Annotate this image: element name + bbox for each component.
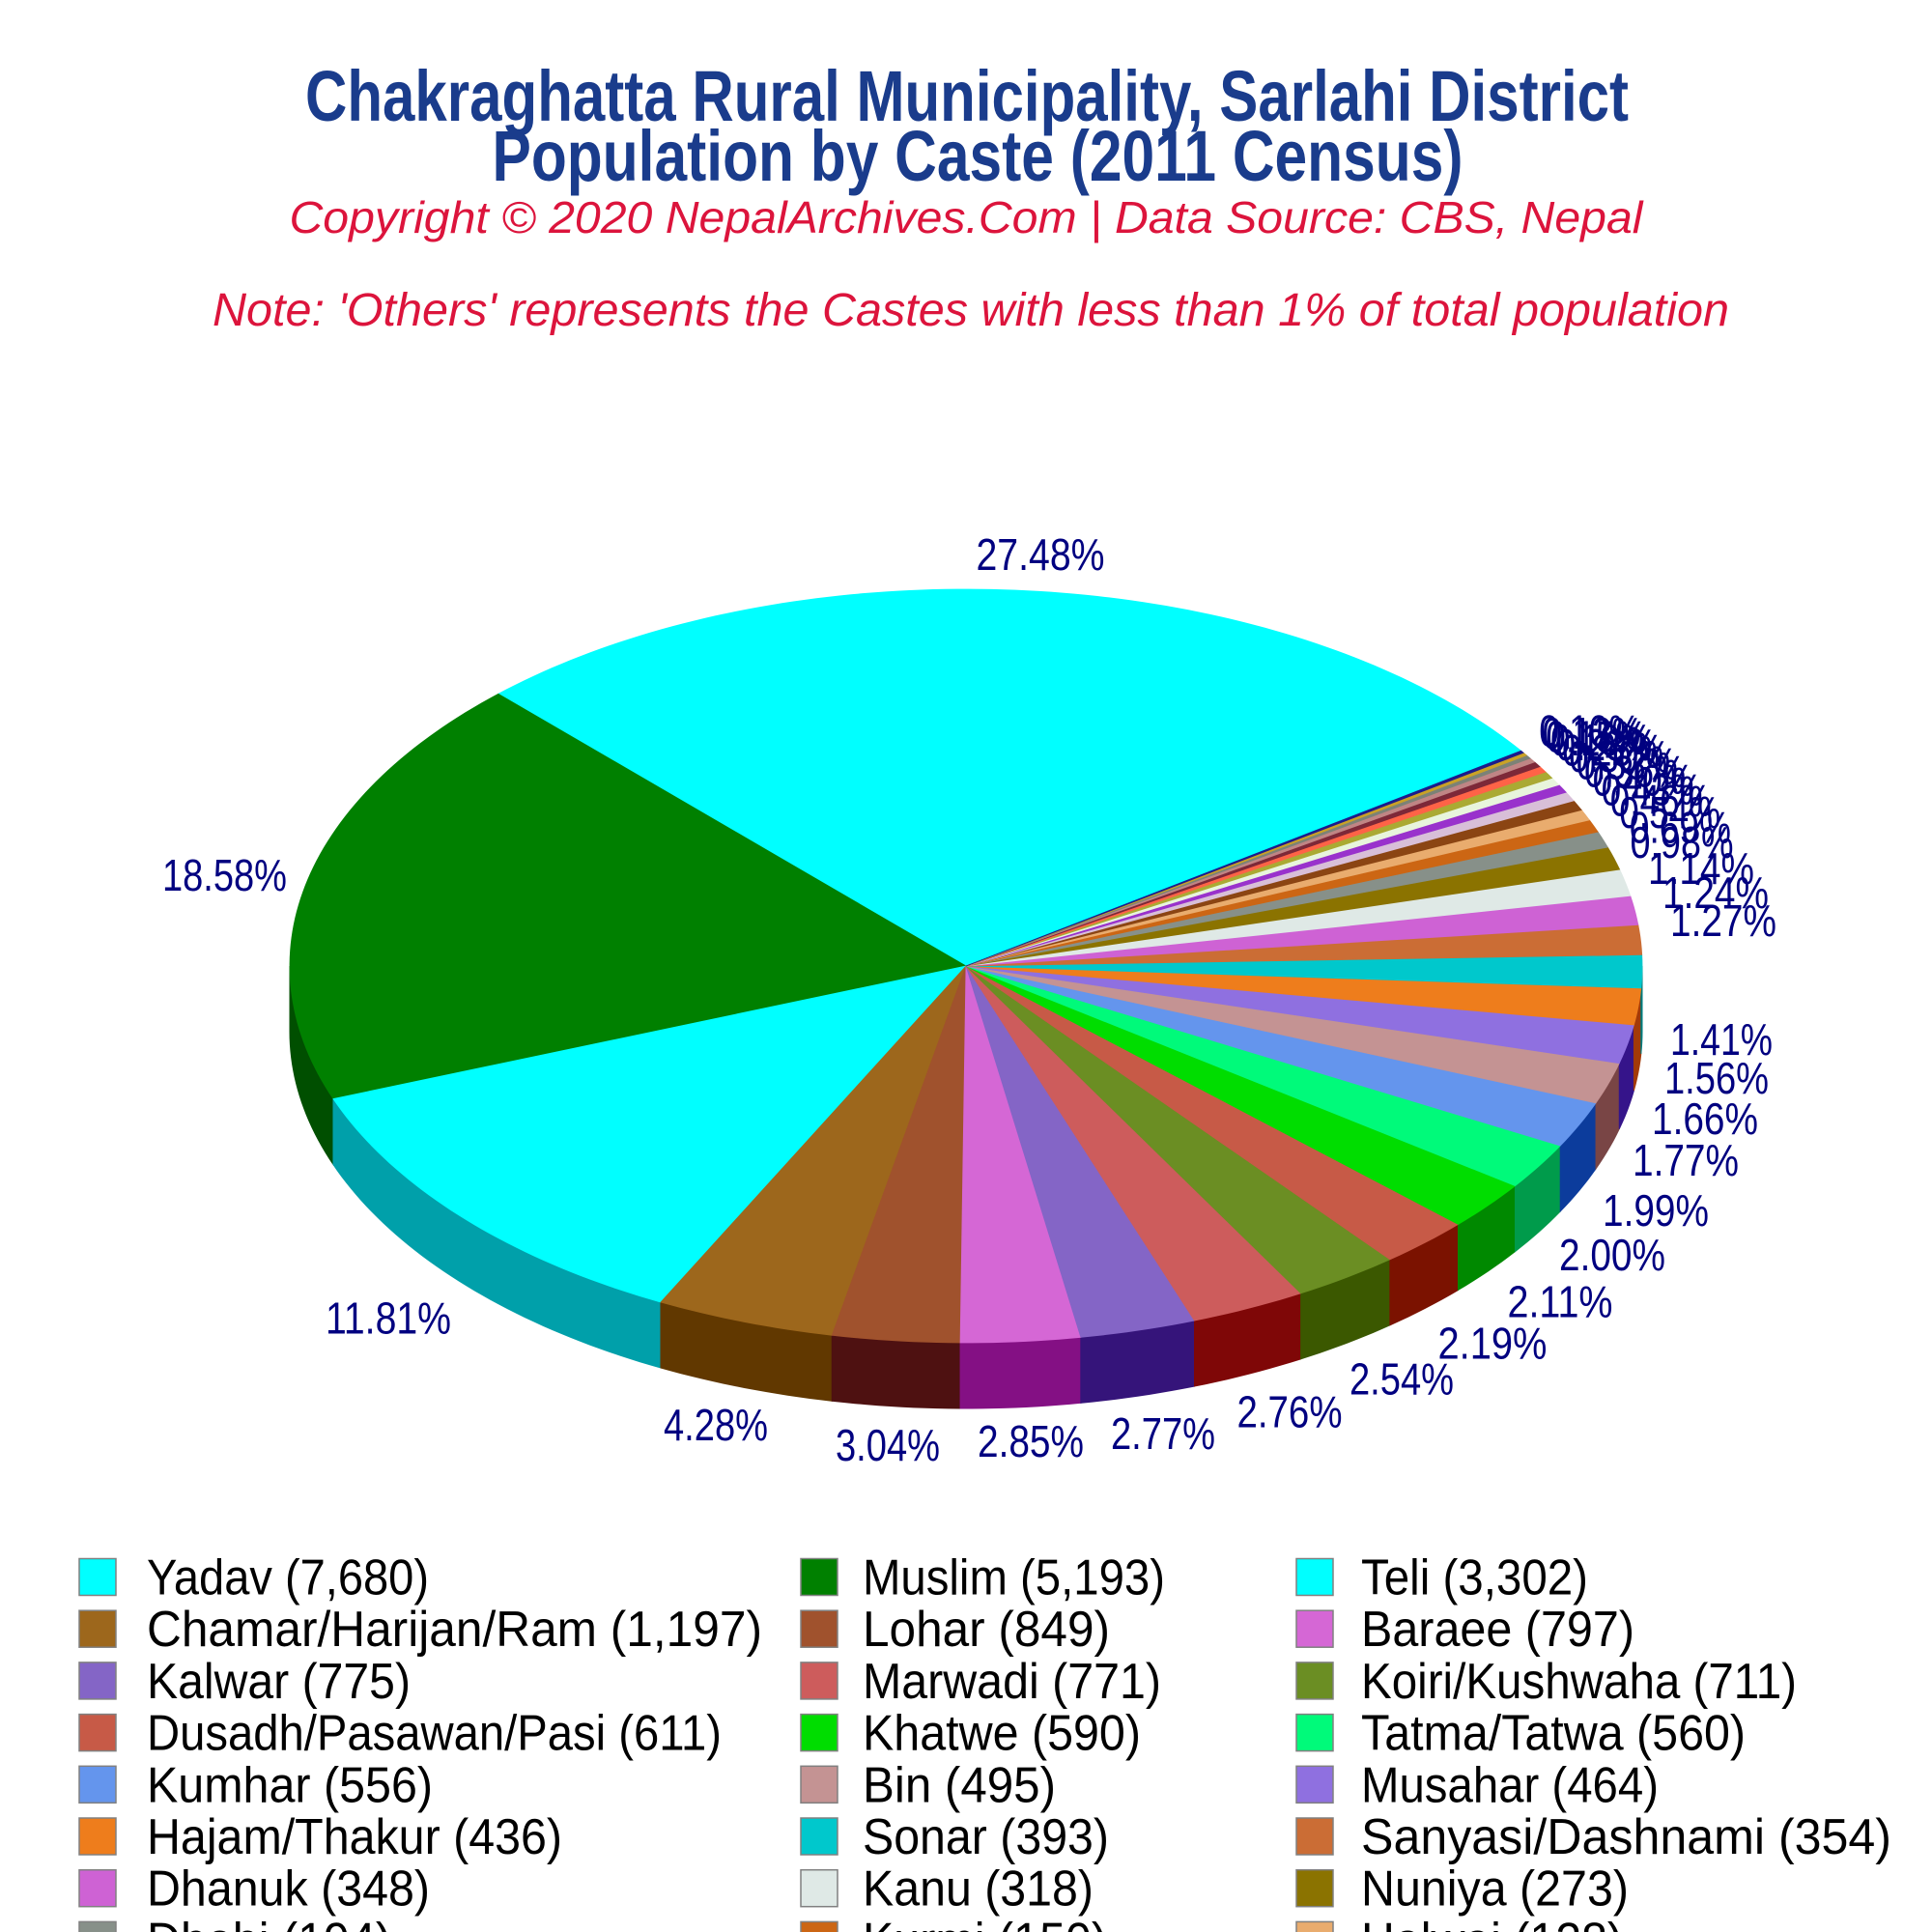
svg-text:Baraee (797): Baraee (797) [1361, 1602, 1634, 1658]
svg-text:2.00%: 2.00% [1559, 1230, 1665, 1280]
svg-text:Chakraghatta Rural Municipalit: Chakraghatta Rural Municipality, Sarlahi… [305, 56, 1629, 136]
svg-text:4.28%: 4.28% [664, 1400, 768, 1450]
svg-text:Marwadi (771): Marwadi (771) [863, 1654, 1161, 1710]
svg-text:Musahar (464): Musahar (464) [1361, 1757, 1659, 1813]
svg-text:1.27%: 1.27% [1670, 895, 1776, 946]
svg-text:Sonar (393): Sonar (393) [863, 1809, 1109, 1865]
svg-text:0.23%: 0.23% [1556, 720, 1658, 770]
svg-text:0.43%: 0.43% [1602, 765, 1703, 815]
svg-text:1.14%: 1.14% [1648, 843, 1754, 894]
svg-text:1.24%: 1.24% [1662, 867, 1769, 918]
svg-text:Teli (3,302): Teli (3,302) [1361, 1550, 1588, 1606]
svg-text:2.11%: 2.11% [1508, 1276, 1613, 1326]
svg-text:Koiri/Kushwaha (711): Koiri/Kushwaha (711) [1361, 1654, 1797, 1710]
svg-text:0.69%: 0.69% [1630, 802, 1731, 852]
svg-text:1.99%: 1.99% [1603, 1185, 1709, 1236]
svg-text:Hajam/Thakur (436): Hajam/Thakur (436) [147, 1809, 562, 1865]
svg-text:Kalwar (775): Kalwar (775) [147, 1654, 411, 1710]
svg-text:0.46%: 0.46% [1610, 775, 1712, 825]
svg-text:Note: 'Others' represents the: Note: 'Others' represents the Castes wit… [213, 285, 1729, 336]
svg-text:0.36%: 0.36% [1584, 746, 1686, 796]
svg-text:0.40%: 0.40% [1593, 755, 1694, 806]
svg-text:2.54%: 2.54% [1350, 1353, 1454, 1404]
svg-text:0.26%: 0.26% [1562, 725, 1663, 776]
svg-text:2.76%: 2.76% [1237, 1387, 1343, 1437]
svg-text:11.81%: 11.81% [326, 1293, 451, 1344]
svg-text:2.85%: 2.85% [978, 1416, 1084, 1466]
svg-text:0.19%: 0.19% [1550, 715, 1652, 765]
svg-text:Copyright © 2020 NepalArchives: Copyright © 2020 NepalArchives.Com | Dat… [290, 192, 1645, 242]
svg-text:Population by Caste (2011 Cens: Population by Caste (2011 Census) [493, 116, 1463, 196]
svg-text:Dhobi (194): Dhobi (194) [147, 1913, 391, 1932]
svg-text:1.41%: 1.41% [1670, 1014, 1773, 1065]
svg-text:0.15%: 0.15% [1546, 711, 1647, 761]
svg-text:3.04%: 3.04% [836, 1420, 940, 1470]
svg-text:0.30%: 0.30% [1569, 731, 1670, 781]
svg-text:18.58%: 18.58% [162, 850, 287, 900]
svg-text:1.56%: 1.56% [1664, 1053, 1769, 1103]
svg-text:0.13%: 0.13% [1543, 708, 1644, 758]
svg-text:Kurmi (150): Kurmi (150) [863, 1913, 1107, 1932]
svg-text:27.48%: 27.48% [977, 529, 1105, 580]
svg-text:2.77%: 2.77% [1111, 1408, 1215, 1459]
svg-text:Muslim (5,193): Muslim (5,193) [863, 1550, 1165, 1606]
svg-text:0.98%: 0.98% [1631, 817, 1734, 867]
svg-text:1.77%: 1.77% [1633, 1135, 1739, 1185]
svg-text:Nuniya (273): Nuniya (273) [1361, 1861, 1629, 1918]
svg-text:1.66%: 1.66% [1652, 1094, 1758, 1144]
svg-text:Lohar (849): Lohar (849) [863, 1602, 1110, 1658]
svg-text:0.33%: 0.33% [1577, 738, 1678, 788]
svg-text:0.54%: 0.54% [1619, 787, 1720, 838]
svg-text:Dhanuk (348): Dhanuk (348) [147, 1861, 430, 1918]
svg-text:2.19%: 2.19% [1438, 1319, 1548, 1369]
svg-text:0.10%: 0.10% [1539, 706, 1640, 756]
svg-text:Bin (495): Bin (495) [863, 1757, 1056, 1813]
svg-text:Kanu (318): Kanu (318) [863, 1861, 1094, 1918]
svg-text:Yadav (7,680): Yadav (7,680) [147, 1550, 429, 1606]
svg-text:Dusadh/Pasawan/Pasi (611): Dusadh/Pasawan/Pasi (611) [147, 1706, 722, 1762]
svg-text:Halwai (128): Halwai (128) [1361, 1913, 1623, 1932]
svg-text:Tatma/Tatwa (560): Tatma/Tatwa (560) [1361, 1706, 1746, 1762]
svg-text:Chamar/Harijan/Ram (1,197): Chamar/Harijan/Ram (1,197) [147, 1602, 762, 1658]
svg-text:Sanyasi/Dashnami (354): Sanyasi/Dashnami (354) [1361, 1809, 1891, 1865]
svg-text:Kumhar (556): Kumhar (556) [147, 1757, 433, 1813]
svg-text:Khatwe (590): Khatwe (590) [863, 1706, 1141, 1762]
